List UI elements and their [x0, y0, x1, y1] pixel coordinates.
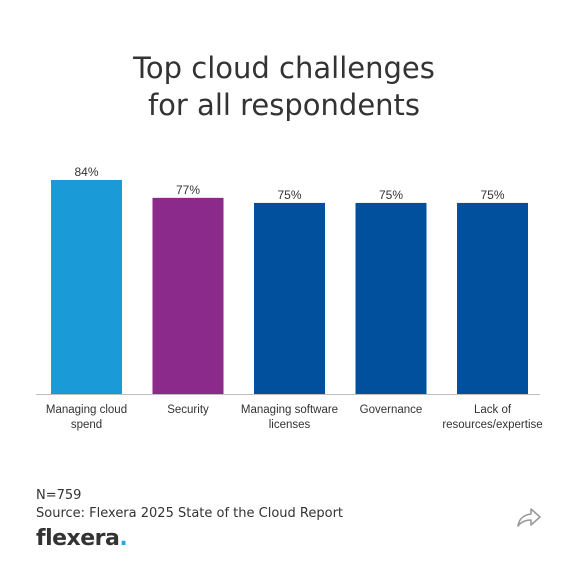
chart-title-line-2: for all respondents: [147, 88, 421, 122]
source-note: Source: Flexera 2025 State of the Cloud …: [36, 506, 344, 521]
category-label-5: Lack of resources/expertise: [442, 404, 542, 431]
bar-chart: 84% Managing cloud spend 77% Security 75% Mana…: [36, 165, 543, 431]
category-label-1: Managing cloud spend: [46, 404, 127, 431]
category-label-4: Governance: [360, 404, 423, 416]
bar-2: [152, 197, 224, 394]
chart-title-line-1: Top cloud challenges: [133, 51, 435, 85]
category-label-3: Managing software licenses: [241, 404, 338, 431]
share-arrow-icon[interactable]: [516, 506, 542, 528]
sample-size-note: N=759: [36, 488, 82, 503]
logo-dot: .: [119, 526, 128, 551]
data-label-5: 75%: [480, 188, 504, 202]
data-label-2: 77%: [176, 183, 200, 197]
data-label-4: 75%: [379, 188, 403, 202]
bar-1: [51, 180, 122, 394]
bar-5: [457, 202, 528, 394]
logo-text: flexera: [36, 526, 120, 551]
data-label-1: 84%: [74, 165, 98, 179]
category-label-2: Security: [167, 404, 209, 416]
data-label-3: 75%: [277, 188, 301, 202]
flexera-logo: flexera.: [36, 526, 128, 551]
bar-4: [355, 202, 427, 394]
bar-3: [254, 202, 325, 394]
